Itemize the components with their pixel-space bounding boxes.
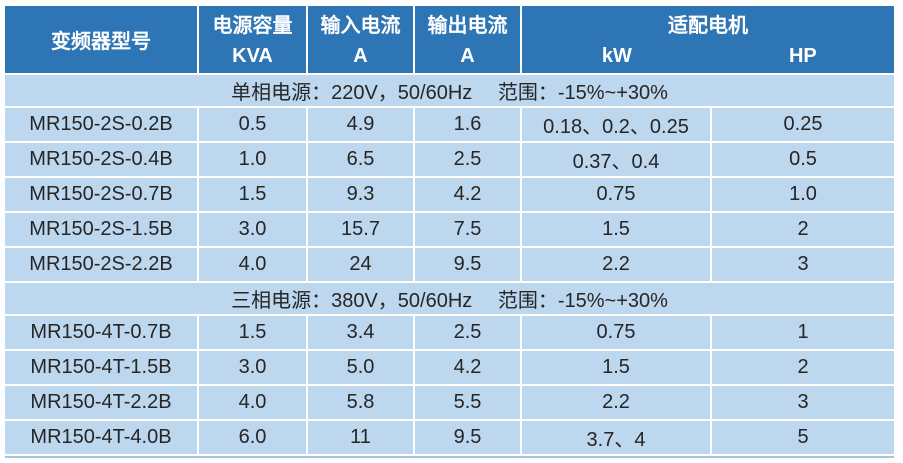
- header-input-current-unit: A: [353, 44, 368, 67]
- cell-motor-kw: 0.75: [522, 178, 710, 211]
- cell-motor-hp: 2: [712, 351, 894, 384]
- cell-input-a: 24: [308, 248, 413, 281]
- cell-capacity-kva: 1.0: [199, 143, 306, 176]
- cell-model: MR150-4T-4.0B: [5, 421, 197, 454]
- cell-motor-hp: 3: [712, 248, 894, 281]
- cell-motor-hp: 5: [712, 421, 894, 454]
- header-capacity-column: 电源容量 KVA: [199, 6, 306, 73]
- cell-motor-hp: 1.0: [712, 178, 894, 211]
- cell-output-a: 9.5: [415, 421, 520, 454]
- header-model-column: 变频器型号: [5, 6, 197, 73]
- cell-model: MR150-2S-0.7B: [5, 178, 197, 211]
- cell-capacity-kva: 1.5: [199, 178, 306, 211]
- cell-motor-kw: 2.2: [522, 386, 710, 419]
- cell-capacity-kva: 3.0: [199, 351, 306, 384]
- cell-model: MR150-2S-0.4B: [5, 143, 197, 176]
- cell-input-a: 5.0: [308, 351, 413, 384]
- cell-model: MR150-4T-1.5B: [5, 351, 197, 384]
- cell-motor-hp: 3: [712, 386, 894, 419]
- cell-input-a: 9.3: [308, 178, 413, 211]
- cell-motor-kw: 0.75: [522, 316, 710, 349]
- cell-input-a: 6.5: [308, 143, 413, 176]
- header-motor-group: 适配电机 kW HP: [522, 6, 894, 73]
- cell-capacity-kva: 4.0: [199, 386, 306, 419]
- cell-motor-hp: 0.5: [712, 143, 894, 176]
- header-output-current-column: 输出电流 A: [415, 6, 520, 73]
- cell-output-a: 9.5: [415, 248, 520, 281]
- header-input-current-label: 输入电流: [320, 14, 401, 37]
- cell-motor-kw: 0.18、0.2、0.25: [522, 108, 710, 141]
- header-output-current-unit: A: [460, 44, 475, 67]
- cell-motor-kw: 1.5: [522, 213, 710, 246]
- cell-model: MR150-2S-1.5B: [5, 213, 197, 246]
- cell-input-a: 3.4: [308, 316, 413, 349]
- cell-motor-hp: 2: [712, 213, 894, 246]
- cell-input-a: 4.9: [308, 108, 413, 141]
- header-input-current-column: 输入电流 A: [308, 6, 413, 73]
- header-motor-label: 适配电机: [668, 14, 748, 37]
- cell-capacity-kva: 0.5: [199, 108, 306, 141]
- spec-table-grid: 变频器型号 电源容量 KVA 输入电流 A 输出电流 A 适配电机 kW HP …: [5, 6, 894, 454]
- cell-motor-kw: 0.37、0.4: [522, 143, 710, 176]
- cell-capacity-kva: 4.0: [199, 248, 306, 281]
- header-motor-kw-unit: kW: [601, 45, 632, 67]
- cell-output-a: 5.5: [415, 386, 520, 419]
- cell-motor-kw: 2.2: [522, 248, 710, 281]
- header-output-current-label: 输出电流: [427, 14, 508, 37]
- table-bottom-rule: [5, 456, 894, 458]
- header-capacity-label: 电源容量: [212, 14, 293, 37]
- cell-input-a: 15.7: [308, 213, 413, 246]
- cell-output-a: 4.2: [415, 351, 520, 384]
- cell-model: MR150-4T-0.7B: [5, 316, 197, 349]
- section-header-three-phase: 三相电源：380V，50/60Hz 范围：-15%~+30%: [5, 283, 894, 314]
- header-capacity-unit: KVA: [232, 44, 273, 67]
- cell-model: MR150-2S-2.2B: [5, 248, 197, 281]
- cell-motor-kw: 3.7、4: [522, 421, 710, 454]
- cell-model: MR150-2S-0.2B: [5, 108, 197, 141]
- cell-motor-hp: 1: [712, 316, 894, 349]
- cell-model: MR150-4T-2.2B: [5, 386, 197, 419]
- cell-motor-hp: 0.25: [712, 108, 894, 141]
- cell-output-a: 2.5: [415, 143, 520, 176]
- cell-motor-kw: 1.5: [522, 351, 710, 384]
- cell-input-a: 5.8: [308, 386, 413, 419]
- cell-output-a: 1.6: [415, 108, 520, 141]
- cell-input-a: 11: [308, 421, 413, 454]
- cell-output-a: 2.5: [415, 316, 520, 349]
- section-header-single-phase: 单相电源：220V，50/60Hz 范围：-15%~+30%: [5, 75, 894, 106]
- cell-capacity-kva: 6.0: [199, 421, 306, 454]
- cell-capacity-kva: 1.5: [199, 316, 306, 349]
- cell-capacity-kva: 3.0: [199, 213, 306, 246]
- cell-output-a: 4.2: [415, 178, 520, 211]
- cell-output-a: 7.5: [415, 213, 520, 246]
- header-motor-hp-unit: HP: [788, 45, 817, 67]
